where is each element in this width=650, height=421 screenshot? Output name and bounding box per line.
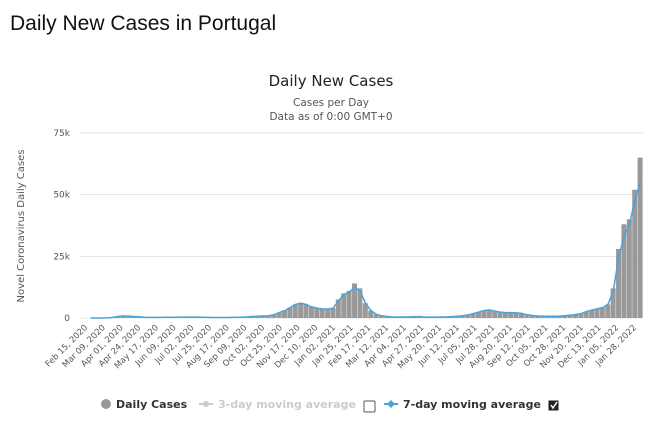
legend-3day-average[interactable]: 3-day moving average: [199, 398, 356, 411]
daily-cases-bar: [357, 288, 363, 318]
legend-daily-cases-label: Daily Cases: [116, 398, 188, 411]
daily-cases-bar: [632, 189, 638, 318]
7day-checkbox[interactable]: [548, 400, 559, 411]
daily-cases-bar: [303, 304, 309, 318]
page-title: Daily New Cases in Portugal: [10, 12, 277, 35]
daily-cases-bar: [610, 288, 616, 318]
legend-7day-label: 7-day moving average: [403, 398, 541, 411]
daily-cases-bar: [362, 303, 368, 318]
daily-cases-bar: [454, 316, 460, 318]
daily-cases-bar: [271, 314, 277, 318]
daily-cases-bar: [292, 304, 298, 318]
daily-cases-bar: [281, 310, 287, 318]
daily-cases-bar: [583, 311, 589, 318]
daily-cases-bar: [529, 315, 535, 318]
daily-cases-bar: [578, 313, 584, 318]
daily-cases-bar: [535, 316, 541, 318]
daily-cases-bar: [378, 315, 384, 318]
chart-title: Daily New Cases: [269, 72, 394, 90]
daily-cases-bar: [605, 304, 611, 318]
daily-cases-bar: [260, 316, 266, 318]
y-tick-label: 50k: [53, 191, 70, 201]
daily-cases-bar: [125, 316, 131, 318]
daily-cases-bar: [346, 290, 352, 318]
legend-3day-label: 3-day moving average: [218, 398, 356, 411]
daily-cases-legend-icon: [101, 399, 111, 409]
daily-cases-bar: [384, 316, 390, 318]
daily-cases-bar: [131, 316, 137, 318]
legend-daily-cases[interactable]: Daily Cases: [101, 398, 188, 411]
daily-cases-bar: [459, 315, 465, 318]
chart-subtitle-2: Data as of 0:00 GMT+0: [269, 111, 392, 123]
y-tick-label: 75k: [53, 129, 70, 139]
daily-cases-bar: [616, 248, 622, 318]
daily-cases-bar: [255, 316, 261, 318]
daily-cases-bar: [481, 310, 487, 318]
daily-cases-bar: [325, 309, 331, 318]
daily-cases-bar: [551, 316, 557, 318]
daily-cases-bar: [465, 315, 471, 318]
daily-cases-bar: [524, 314, 530, 318]
daily-cases-bar: [556, 316, 562, 318]
daily-cases-bar: [373, 314, 379, 318]
chart-subtitle: Cases per Day: [293, 97, 369, 109]
daily-cases-bar: [546, 316, 551, 318]
daily-cases-bar: [572, 314, 578, 318]
daily-cases-bar: [626, 219, 632, 318]
daily-cases-bar: [637, 157, 643, 318]
daily-cases-bar: [314, 308, 320, 318]
legend: Daily Cases 3-day moving average 7-day m…: [101, 398, 559, 413]
daily-cases-bar: [470, 313, 476, 318]
y-tick-label: 25k: [53, 252, 70, 262]
daily-cases-bar: [621, 224, 627, 318]
daily-cases-bar: [519, 313, 525, 318]
7day-average-line: [90, 182, 642, 319]
7day-legend-icon: [387, 400, 395, 408]
daily-cases-bar: [502, 312, 508, 318]
daily-cases-bar: [562, 315, 568, 318]
daily-cases-bar: [319, 308, 325, 318]
daily-cases-bar: [594, 308, 600, 318]
daily-cases-bar: [486, 309, 492, 318]
daily-cases-bar: [265, 315, 271, 318]
daily-cases-bar: [475, 312, 481, 318]
daily-cases-bar: [368, 310, 374, 318]
daily-cases-bar: [298, 303, 304, 318]
daily-cases-bar: [497, 312, 503, 318]
daily-cases-bar: [335, 299, 341, 318]
daily-cases-bar: [567, 315, 573, 318]
daily-cases-bar: [589, 310, 595, 318]
daily-cases-bar: [330, 308, 336, 318]
daily-cases-bar: [492, 311, 498, 318]
daily-cases-bar: [513, 312, 519, 318]
daily-cases-bar: [287, 307, 293, 318]
checkmark-icon: [550, 401, 558, 410]
y-axis-label: Novel Coronavirus Daily Cases: [16, 150, 27, 303]
daily-cases-bar: [599, 307, 605, 318]
daily-cases-bar: [508, 312, 514, 318]
daily-cases-bar: [308, 306, 314, 318]
legend-7day-average[interactable]: 7-day moving average: [384, 398, 541, 411]
y-tick-label: 0: [64, 314, 70, 324]
3day-legend-icon: [203, 401, 209, 407]
3day-checkbox[interactable]: [363, 400, 376, 413]
daily-cases-bar: [120, 316, 126, 318]
daily-cases-bar: [276, 312, 282, 318]
daily-cases-bar: [341, 293, 347, 318]
daily-cases-bar: [540, 316, 546, 318]
daily-cases-bar: [352, 283, 358, 318]
